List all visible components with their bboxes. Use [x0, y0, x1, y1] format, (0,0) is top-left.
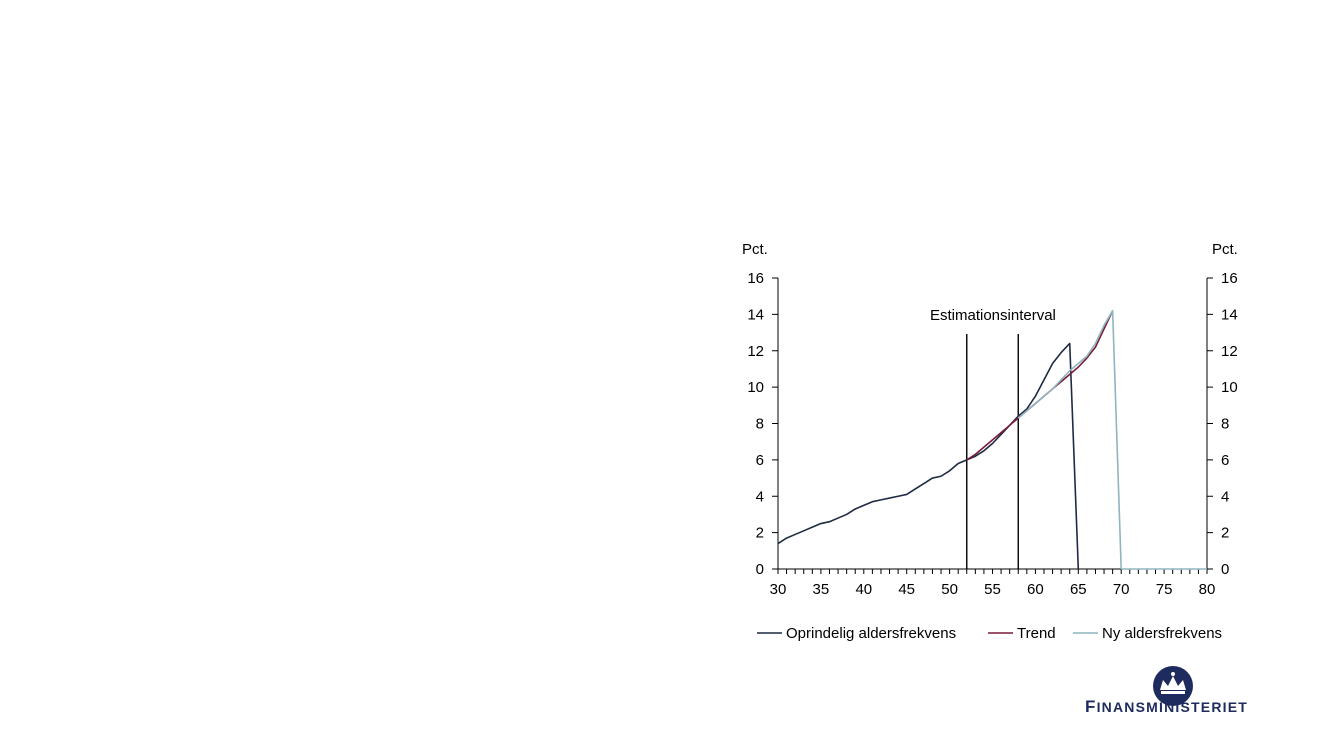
logo-rest: INANSMINISTERIET [1096, 699, 1249, 715]
y-tick-label-right: 10 [1221, 379, 1238, 396]
y-tick-label-left: 0 [756, 561, 764, 578]
x-tick-label: 80 [1199, 581, 1216, 598]
y-tick-label-left: 8 [756, 416, 764, 433]
x-tick-label: 30 [770, 581, 787, 598]
crown-logo-icon [1153, 666, 1193, 706]
x-tick-label: 40 [855, 581, 872, 598]
y-tick-label-left: 16 [747, 270, 764, 287]
legend-label: Oprindelig aldersfrekvens [786, 625, 956, 642]
y-tick-label-right: 0 [1221, 561, 1229, 578]
logo-initial: F [1085, 697, 1097, 716]
estimation-lines [966, 334, 1019, 569]
x-tick-label: 55 [984, 581, 1001, 598]
y-tick-label-left: 14 [747, 306, 764, 323]
x-tick-label: 75 [1156, 581, 1173, 598]
logo-wordmark: FINANSMINISTERIET [1085, 697, 1248, 717]
x-tick-label: 50 [941, 581, 958, 598]
y-tick-label-left: 2 [756, 525, 764, 542]
y-tick-label-right: 6 [1221, 452, 1229, 469]
series-line-1 [777, 342, 1080, 570]
legend-label: Trend [1017, 625, 1056, 642]
estimation-interval-label: Estimationsinterval [930, 307, 1056, 324]
y-tick-label-right: 14 [1221, 306, 1238, 323]
series-layer [777, 309, 1207, 570]
y-tick-label-right: 8 [1221, 416, 1229, 433]
legend: Oprindelig aldersfrekvens Trend Ny aldersf… [757, 625, 1222, 642]
x-tick-label: 35 [813, 581, 830, 598]
y-tick-label-right: 4 [1221, 488, 1229, 505]
y-tick-label-right: 2 [1221, 525, 1229, 542]
x-tick-label: 70 [1113, 581, 1130, 598]
series-line-3 [1017, 309, 1122, 570]
y-tick-label-left: 10 [747, 379, 764, 396]
series-line-2 [966, 310, 1114, 461]
y-tick-label-left: 12 [747, 343, 764, 360]
right-axis-unit: Pct. [1212, 241, 1238, 258]
y-tick-label-right: 16 [1221, 270, 1238, 287]
x-tick-label: 60 [1027, 581, 1044, 598]
y-tick-label-right: 12 [1221, 343, 1238, 360]
y-tick-label-left: 6 [756, 452, 764, 469]
legend-label: Ny aldersfrekvens [1102, 625, 1222, 642]
x-tick-label: 45 [898, 581, 915, 598]
left-axis-unit: Pct. [742, 241, 768, 258]
axes: 0 0 2 2 4 4 6 6 8 8 10 10 12 12 14 14 16 16 30 35 40 45 50 55 60… [747, 270, 1237, 598]
y-tick-label-left: 4 [756, 488, 764, 505]
x-tick-label: 65 [1070, 581, 1087, 598]
